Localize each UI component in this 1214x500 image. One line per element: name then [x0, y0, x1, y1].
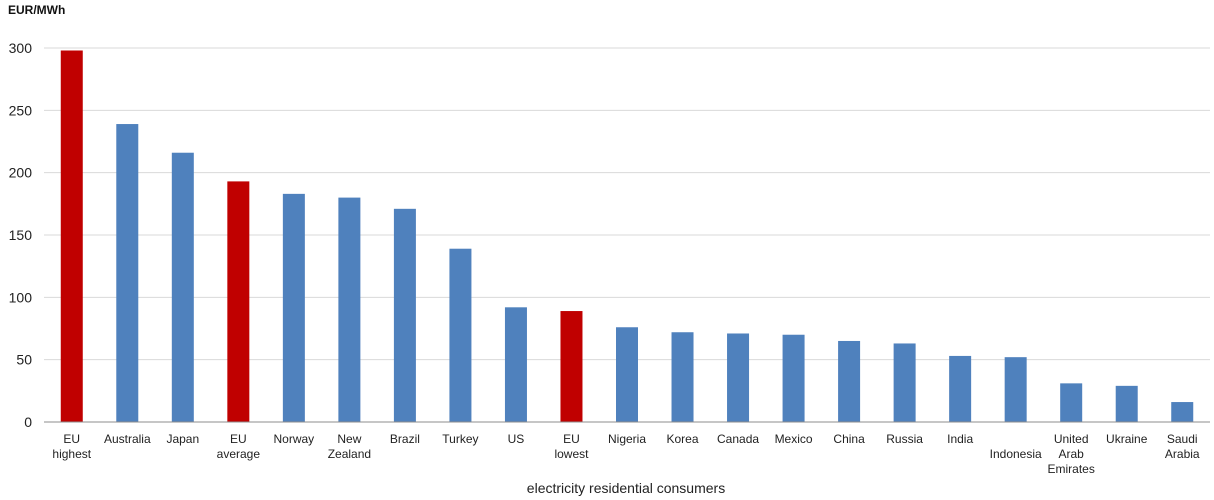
y-tick-label: 150 — [9, 227, 33, 243]
y-tick-label: 250 — [9, 102, 33, 118]
x-tick-label: EU lowest — [554, 432, 589, 461]
bar — [782, 334, 805, 422]
bar — [1171, 402, 1194, 422]
x-tick-label: Turkey — [442, 432, 478, 446]
x-tick-label: Norway — [274, 432, 315, 446]
x-tick-label: Australia — [104, 432, 151, 446]
bar — [60, 50, 83, 422]
x-axis-category-labels: EU highest Australia Japan EU average Norway Ne… — [52, 432, 1199, 476]
bar — [616, 327, 638, 422]
bar — [727, 333, 750, 422]
x-tick-label: Brazil — [390, 432, 420, 446]
bar — [560, 311, 583, 422]
y-tick-label: 50 — [16, 352, 32, 368]
x-tick-label: Korea — [667, 432, 699, 446]
x-tick-label: China — [833, 432, 865, 446]
x-tick-label: United Arab Emirates — [1048, 432, 1095, 476]
x-tick-label: Nigeria — [608, 432, 646, 446]
x-tick-label: India — [947, 432, 973, 446]
gridlines — [44, 47, 1210, 361]
x-tick-label: Mexico — [775, 432, 813, 446]
bar — [171, 152, 194, 422]
x-tick-label: New Zealand — [328, 432, 371, 461]
x-axis-title: electricity residential consumers — [527, 480, 725, 496]
bar — [449, 248, 472, 422]
bar — [1115, 385, 1138, 422]
x-tick-label: US — [508, 432, 525, 446]
bar — [338, 197, 361, 422]
x-tick-label: EU highest — [52, 432, 91, 461]
x-tick-label: Saudi Arabia — [1165, 432, 1200, 461]
bar — [949, 355, 972, 422]
x-tick-label: Ukraine — [1106, 432, 1148, 446]
x-tick-label: Canada — [717, 432, 759, 446]
y-tick-label: 0 — [24, 414, 32, 430]
bar — [1060, 383, 1083, 422]
x-tick-label: Japan — [166, 432, 199, 446]
bar — [1004, 357, 1027, 422]
bar — [393, 208, 416, 422]
x-tick-label: EU average — [217, 432, 261, 461]
bar — [282, 193, 305, 422]
bar — [893, 343, 916, 422]
y-axis-ticks: 0 50 100 150 200 250 300 — [9, 40, 33, 430]
y-tick-label: 100 — [9, 289, 33, 305]
bar — [504, 307, 527, 422]
y-tick-label: 200 — [9, 165, 33, 181]
bars — [60, 50, 1194, 423]
bar — [671, 332, 694, 422]
y-axis-unit-label: EUR/MWh — [8, 3, 65, 17]
x-tick-label: Indonesia — [990, 447, 1042, 461]
bar — [116, 124, 139, 423]
bar — [838, 340, 861, 422]
bar — [227, 181, 250, 422]
y-tick-label: 300 — [9, 40, 33, 56]
x-tick-label: Russia — [886, 432, 923, 446]
